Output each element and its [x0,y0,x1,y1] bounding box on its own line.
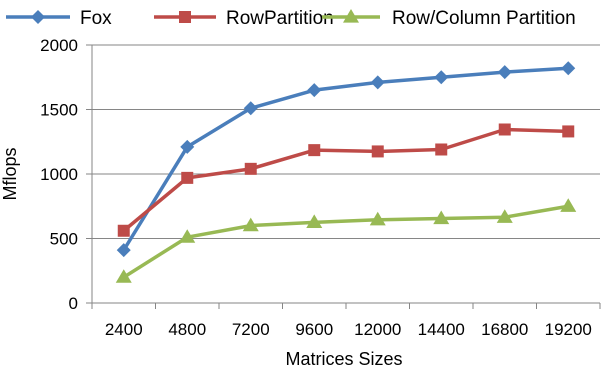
x-tick-label: 19200 [545,320,592,339]
series-line [122,127,569,233]
legend-marker [179,11,191,23]
tick-labels: 0 500 1000 1500 2000 2400 4800 7200 9600 12000 144… [40,36,592,339]
legend: Fox RowPartition Row/Column Partition [6,8,576,29]
data-point [308,144,321,157]
legend-item: Row/Column Partition [322,8,576,29]
x-tick-label: 14400 [418,320,465,339]
data-point [561,61,576,76]
data-point [306,214,323,228]
x-tick-label: 16800 [481,320,528,339]
data-point [496,209,513,223]
data-point [181,171,194,184]
data-point [179,229,196,243]
legend-label: Fox [80,8,112,29]
data-point [435,143,448,156]
data-point [307,83,322,98]
x-tick-label: 4800 [168,320,206,339]
data-point [371,145,384,158]
y-tick-label: 0 [69,294,78,313]
y-tick-label: 1000 [40,165,78,184]
y-axis-title: Mflops [0,147,20,200]
data-point [242,217,259,232]
axes [86,44,601,309]
data-point [433,210,450,225]
legend-label: Row/Column Partition [392,8,576,29]
series-lines [115,61,577,283]
data-point [369,211,386,226]
y-tick-label: 500 [50,230,78,249]
x-axis-title: Matrices Sizes [285,349,402,369]
data-point [498,123,511,136]
series-line [122,66,569,252]
data-point [244,162,257,175]
series-rowpartition [117,123,575,237]
data-point [434,70,449,85]
y-tick-label: 2000 [40,36,78,55]
legend-label: RowPartition [226,8,334,29]
legend-item: Fox [6,8,112,29]
data-point [562,125,575,138]
data-point [180,139,195,154]
series-line [122,204,569,279]
x-tick-label: 12000 [354,320,401,339]
legend-marker [343,9,359,23]
gridlines [92,44,600,239]
legend-item: RowPartition [154,8,334,29]
data-point [116,243,131,258]
x-tick-label: 7200 [232,320,270,339]
data-point [115,269,132,283]
x-tick-label: 2400 [105,320,143,339]
series-row-column-partition [115,198,577,283]
y-tick-label: 1500 [40,101,78,120]
series-fox [116,61,576,258]
data-point [243,101,258,116]
data-point [117,224,130,237]
data-point [370,75,385,90]
x-tick-label: 9600 [295,320,333,339]
data-point [497,65,512,80]
data-point [560,198,577,212]
legend-marker [31,10,45,24]
